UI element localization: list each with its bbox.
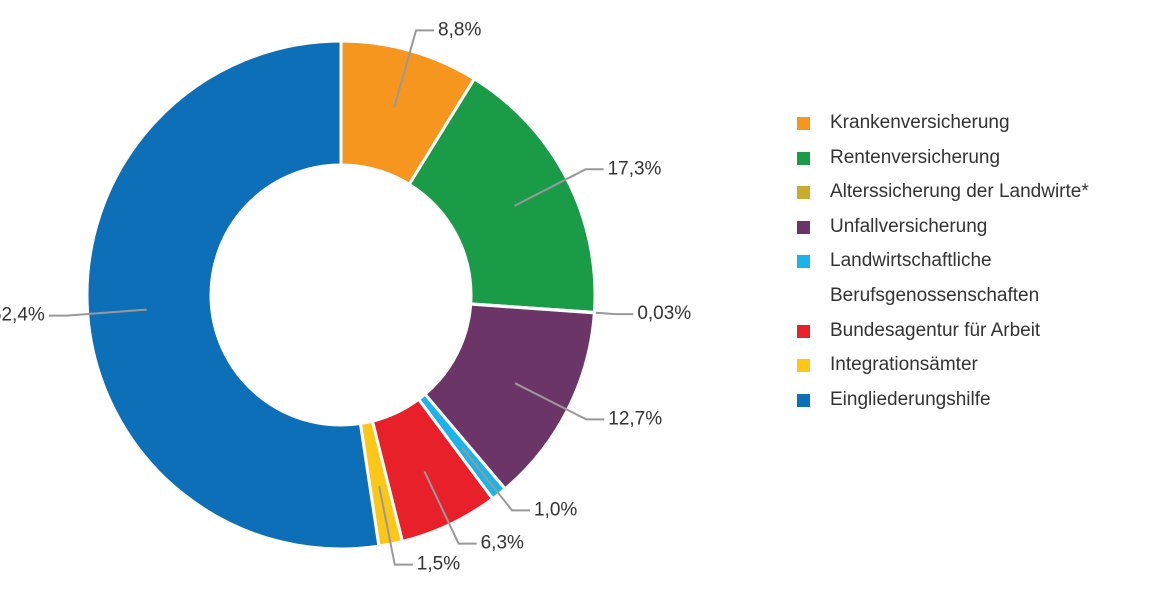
legend-item: Rentenversicherung (797, 141, 1137, 176)
legend-label: Bundesagentur für Arbeit (830, 319, 1041, 341)
legend-item: Alterssicherung der Landwirte* (797, 175, 1137, 210)
chart: 8,8% 17,3% 0,03% 12,7% 1,0% 6,3% 1,5% 52,4% (0, 19, 691, 575)
legend-label: Landwirtschaftliche Berufsgenossenschaft… (830, 250, 1040, 306)
data-label: 52,4% (0, 305, 45, 326)
leader-line (461, 447, 531, 512)
legend-label: Rentenversicherung (830, 146, 1001, 168)
data-label: 8,8% (438, 19, 481, 40)
legend-item: Landwirtschaftliche Berufsgenossenschaft… (797, 244, 1137, 313)
data-label: 6,3% (481, 533, 524, 554)
legend-swatch (797, 220, 810, 234)
donut-slice (85, 39, 381, 551)
legend-label: Integrationsämter (830, 354, 978, 376)
data-label: 0,03% (637, 303, 691, 324)
legend-item: Unfallversicherung (797, 210, 1137, 245)
legend-swatch (797, 151, 810, 165)
data-label: 12,7% (608, 408, 662, 429)
legend-label: Unfallversicherung (830, 215, 988, 237)
legend-item: Bundesagentur für Arbeit (797, 314, 1137, 349)
legend-swatch (797, 255, 810, 269)
legend-item: Integrationsämter (797, 348, 1137, 383)
leader-line (514, 382, 605, 421)
legend: Krankenversicherung Rentenversicherung Alt… (797, 106, 1137, 417)
legend-swatch (797, 186, 810, 200)
legend-swatch (797, 324, 810, 338)
legend-swatch (797, 117, 810, 130)
legend-label: Krankenversicherung (830, 112, 1010, 133)
donut-slice (407, 76, 597, 315)
legend-item: Krankenversicherung (797, 106, 1137, 141)
leader-line (513, 168, 604, 207)
data-label: 1,0% (534, 499, 577, 520)
legend-label: Alterssicherung der Landwirte* (830, 181, 1089, 203)
leader-line (423, 470, 477, 545)
data-label: 1,5% (417, 554, 460, 575)
leader-line (393, 29, 435, 108)
legend-label: Eingliederungshilfe (830, 388, 991, 410)
data-label: 17,3% (608, 158, 662, 179)
legend-swatch (797, 393, 810, 407)
legend-item: Eingliederungshilfe (797, 383, 1137, 418)
leader-line (378, 486, 413, 566)
legend-swatch (797, 359, 810, 373)
leader-line (48, 308, 147, 317)
